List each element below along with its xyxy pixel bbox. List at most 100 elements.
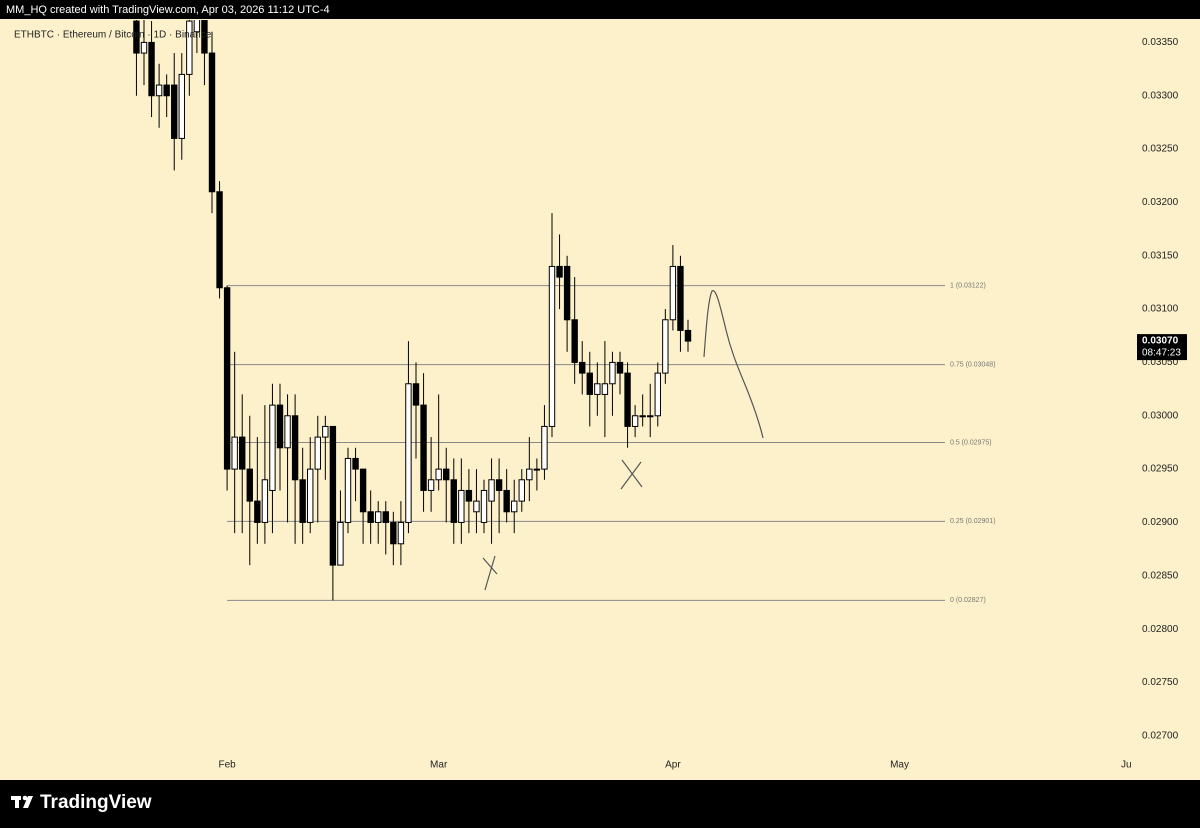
candle-body — [307, 468, 314, 523]
candle-body — [148, 41, 155, 97]
footer-bar — [0, 780, 1200, 828]
candle-body — [594, 383, 601, 395]
candle-body — [163, 84, 170, 97]
candle-body — [526, 468, 533, 481]
candle-body — [193, 20, 201, 33]
x-tick-label: Feb — [218, 760, 236, 771]
y-tick-label: 0.02950 — [1142, 464, 1179, 475]
candle-body — [473, 500, 480, 513]
countdown: 08:47:23 — [1142, 348, 1181, 359]
candle-body — [677, 265, 684, 331]
candle-body — [427, 479, 435, 491]
candle-body — [201, 20, 208, 54]
candle-body — [420, 404, 427, 491]
candle-body — [647, 415, 654, 418]
candle-body — [601, 383, 609, 395]
candle-body — [382, 511, 389, 523]
fib-label: 1 (0.03122) — [950, 282, 986, 289]
fib-label: 0 (0.02827) — [950, 597, 986, 604]
candle-body — [563, 265, 571, 321]
candle-body — [556, 265, 563, 278]
candle-body — [495, 479, 503, 491]
candle-body — [390, 521, 397, 545]
x-tick-label: Apr — [665, 760, 681, 771]
candle-body — [412, 383, 420, 406]
candle-body — [314, 436, 321, 470]
y-tick-label: 0.02900 — [1142, 517, 1179, 528]
fib-label: 0.5 (0.02975) — [950, 439, 992, 446]
x-tick-label: May — [890, 760, 909, 771]
candle-body — [344, 457, 352, 523]
candle-body — [276, 404, 284, 449]
candle-body — [261, 479, 269, 523]
candle-body — [541, 425, 548, 470]
candle-body — [458, 489, 465, 523]
candle-body — [337, 521, 344, 566]
candle-body — [465, 489, 473, 502]
candle-body — [571, 319, 578, 363]
candle-body — [518, 479, 525, 502]
candle-body — [254, 500, 261, 523]
candle-body — [480, 489, 488, 523]
candle-body — [684, 329, 692, 342]
candle-body — [367, 511, 374, 523]
plot — [133, 20, 945, 601]
last-price-box — [1137, 334, 1187, 361]
candle-body — [405, 383, 412, 523]
drawings — [482, 290, 764, 591]
candle-body — [375, 511, 382, 523]
candle-body — [488, 479, 495, 502]
candle-body — [548, 265, 556, 427]
candle-body — [186, 20, 193, 75]
y-tick-label: 0.03050 — [1142, 357, 1179, 368]
candle-body — [178, 73, 185, 139]
y-tick-label: 0.02750 — [1142, 677, 1179, 688]
y-tick-label: 0.03250 — [1142, 144, 1179, 155]
y-tick-label: 0.02850 — [1142, 570, 1179, 581]
candle-body — [503, 489, 510, 513]
hand-drawn-x — [620, 459, 643, 490]
candle-body — [246, 468, 253, 502]
candle-body — [450, 479, 457, 523]
hand-drawn-x — [482, 555, 498, 591]
candle-body — [223, 287, 231, 470]
y-tick-label: 0.03300 — [1142, 90, 1179, 101]
y-tick-label: 0.02700 — [1142, 730, 1179, 741]
candle-body — [269, 404, 276, 491]
y-tick-label: 0.03000 — [1142, 410, 1179, 421]
candle-body — [631, 415, 639, 427]
y-tick-label: 0.03150 — [1142, 250, 1179, 261]
candle-body — [140, 41, 148, 54]
y-tick-label: 0.02800 — [1142, 624, 1179, 635]
candle-body — [208, 52, 216, 193]
candle-body — [616, 361, 624, 374]
candle-body — [511, 500, 518, 513]
candle-body — [359, 468, 367, 513]
brand: TradingView — [40, 792, 152, 813]
candle-body — [322, 425, 329, 438]
candle-body — [171, 84, 178, 139]
fib-label: 0.75 (0.03048) — [950, 361, 996, 368]
candle-body — [579, 361, 586, 374]
fib-label: 0.25 (0.02901) — [950, 518, 996, 525]
x-tick-label: Ju — [1121, 760, 1132, 771]
candle-body — [662, 319, 669, 374]
candle-body — [624, 372, 631, 427]
candle-body — [284, 415, 291, 449]
symbol-title: ETHBTC · Ethereum / Bitcoin · 1D · Binan… — [14, 30, 212, 41]
candle-body — [443, 468, 450, 481]
candle-body — [329, 425, 337, 566]
y-tick-label: 0.03200 — [1142, 197, 1179, 208]
candle-body — [586, 372, 593, 395]
x-tick-label: Mar — [430, 760, 448, 771]
y-tick-label: 0.03350 — [1142, 37, 1179, 48]
candle-body — [291, 415, 299, 481]
logo — [11, 795, 33, 808]
caption: MM_HQ created with TradingView.com, Apr … — [6, 4, 330, 16]
candle-body — [435, 468, 442, 481]
candle-body — [239, 436, 246, 470]
candle-body — [654, 372, 661, 417]
last-price-label: 0.03070 — [1142, 336, 1179, 347]
